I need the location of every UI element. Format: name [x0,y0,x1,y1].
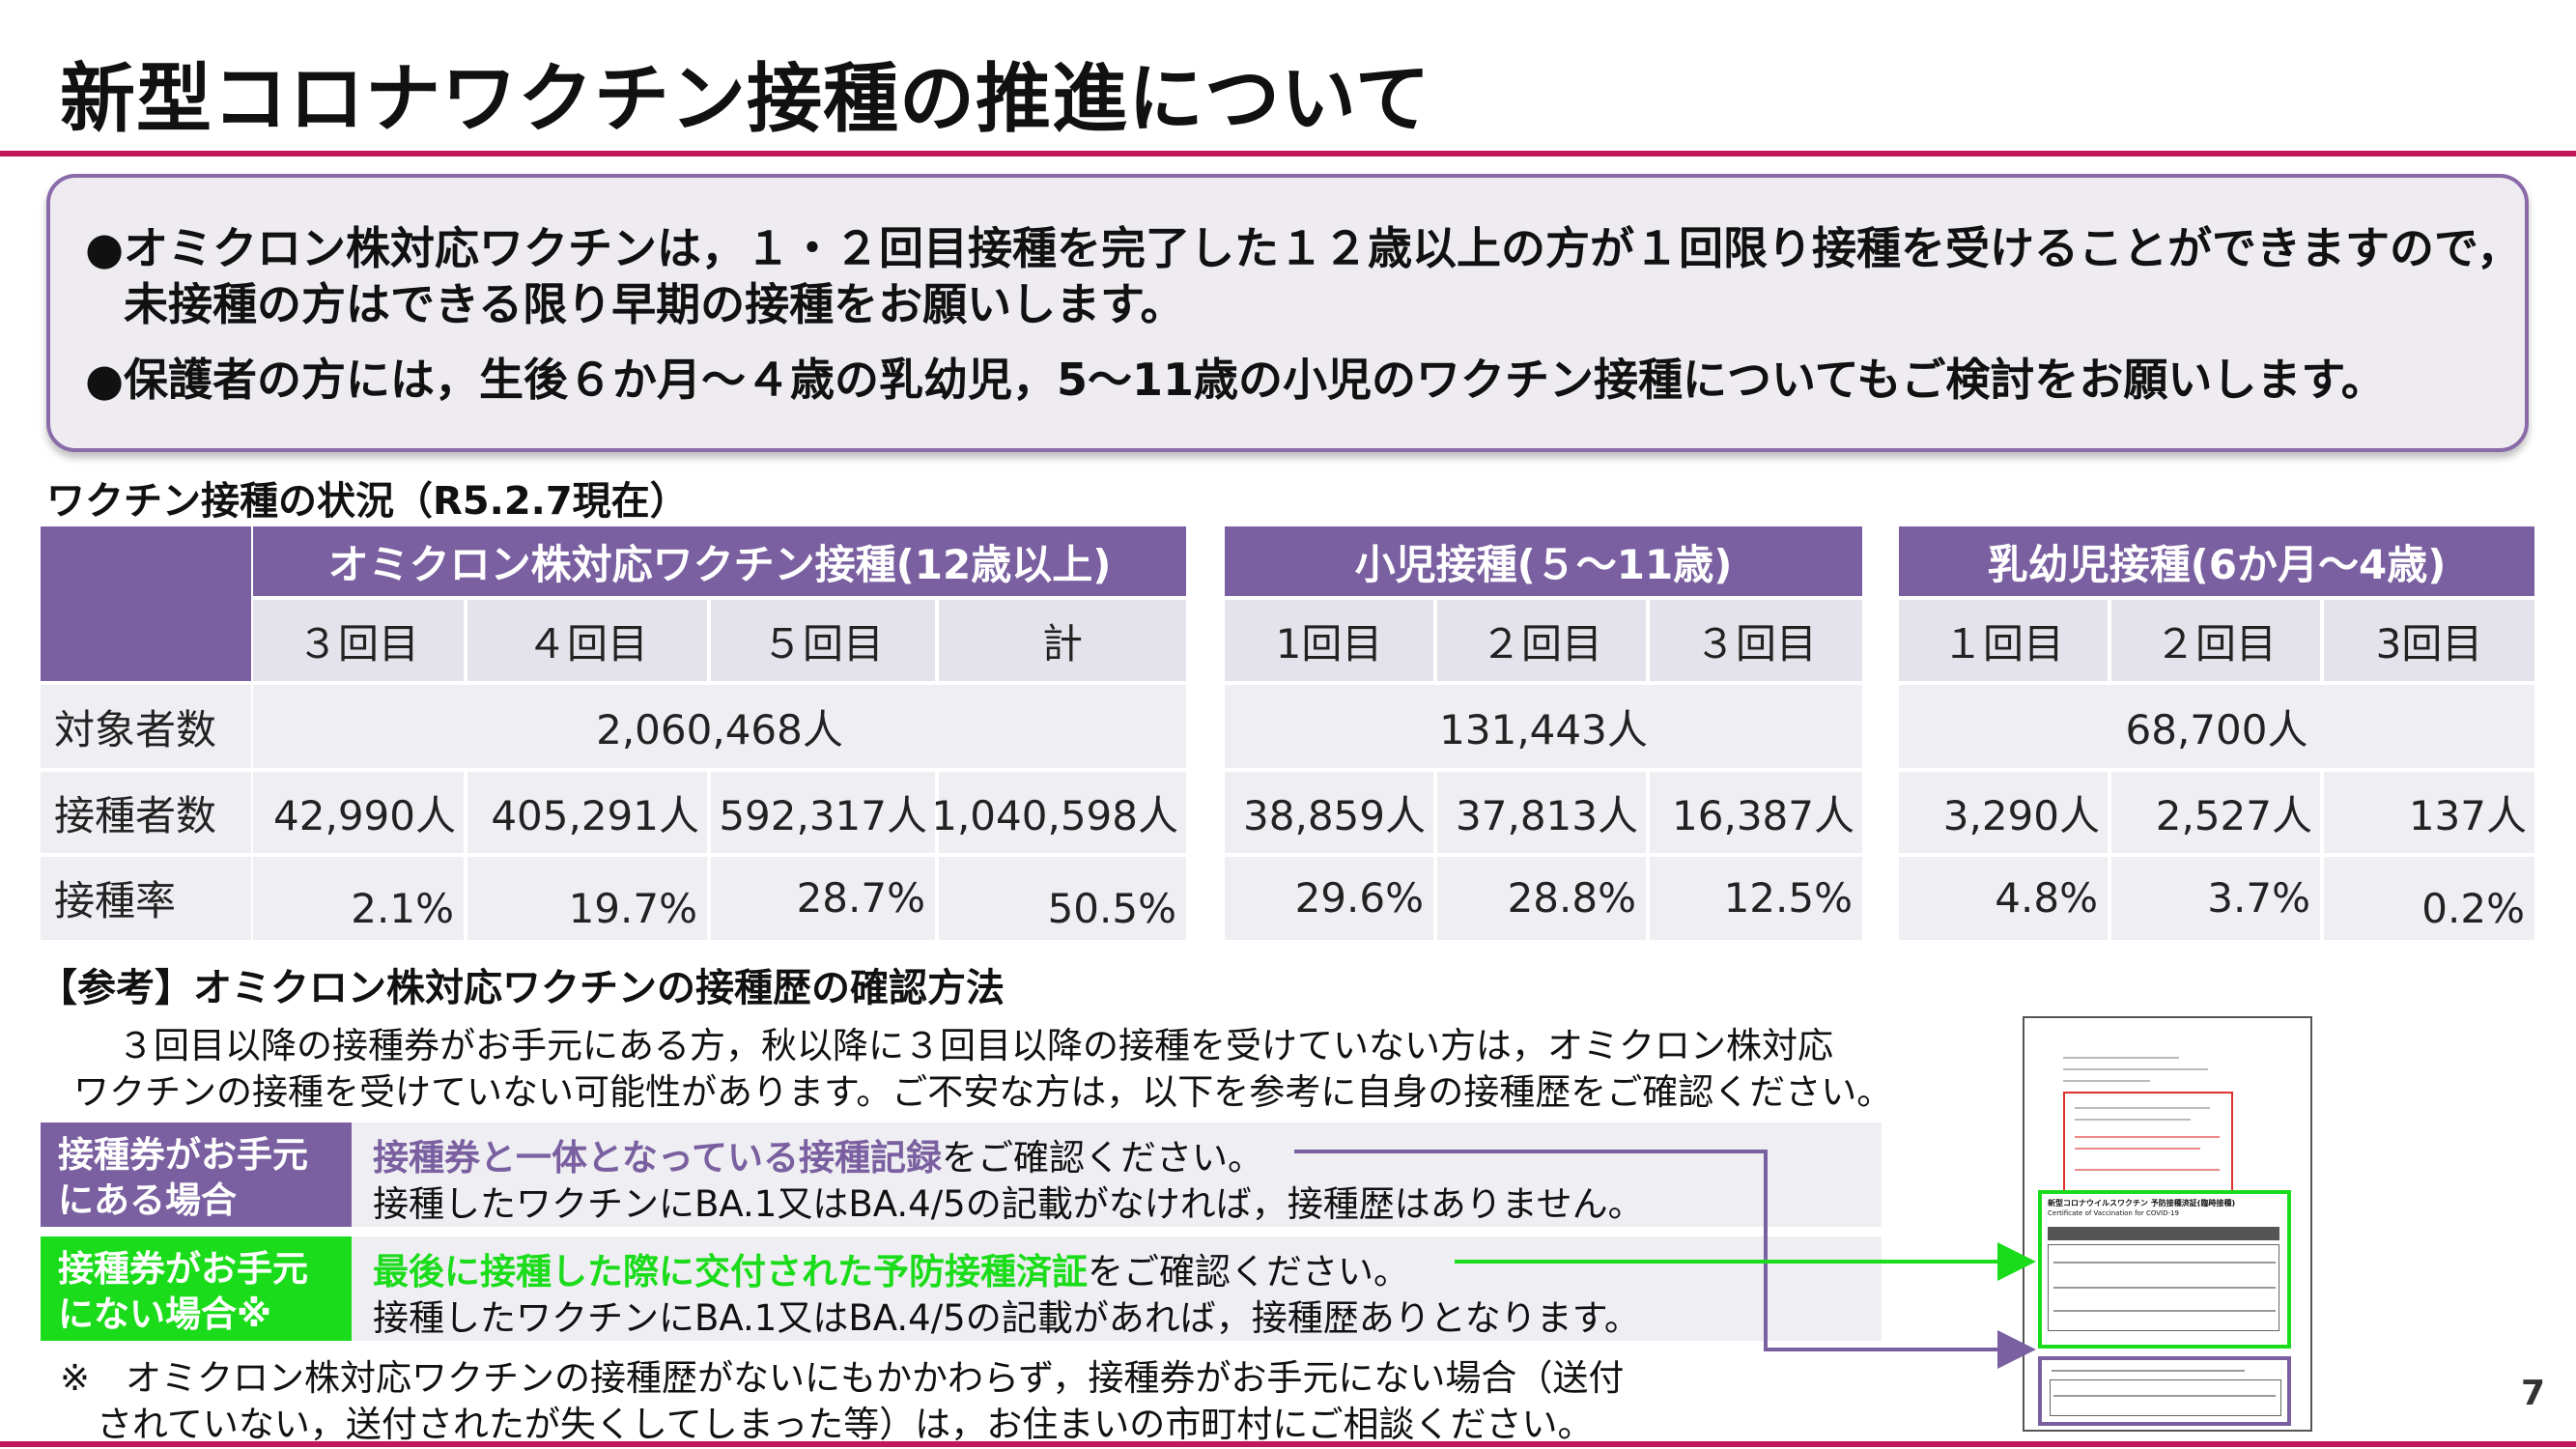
table-corner [41,526,251,681]
row-label-rate: 接種率 [41,857,251,940]
col-header: 1回目 [1225,600,1433,681]
reference-intro-1: ３回目以降の接種券がお手元にある方，秋以降に３回目以降の接種を受けていない方は，… [118,1025,1833,1066]
col-header: ３回目 [1650,600,1862,681]
case2-line2: 接種したワクチンにBA.1又はBA.4/5の記載があれば，接種歴ありとなります。 [373,1297,1640,1339]
rate-cell: 29.6% [1225,857,1433,940]
notice-bullet-2: ●保護者の方には，生後６か月～４歳の乳幼児，5～11歳の小児のワクチン接種につい… [85,354,2386,406]
rate-cell: 3.7% [2111,857,2320,940]
certificate-thumbnail: 新型コロナウイルスワクチン 予防接種済証(臨時接種) Certificate o… [2023,1016,2312,1432]
vaccinated-cell: 37,813人 [1437,772,1646,853]
case2-highlight: 最後に接種した際に交付された予防接種済証 [373,1251,1088,1293]
vaccinated-cell: 3,290人 [1899,772,2108,853]
vaccination-certificate: 新型コロナウイルスワクチン 予防接種済証(臨時接種) Certificate o… [2038,1190,2291,1349]
status-heading: ワクチン接種の状況（R5.2.7現在） [46,479,689,524]
rate-cell: 28.7% [711,857,935,940]
col-header: １回目 [1899,600,2108,681]
bottom-divider [0,1441,2576,1447]
vaccinated-cell: 405,291人 [467,772,707,853]
target-omicron: 2,060,468人 [253,685,1186,768]
col-header: ２回目 [2111,600,2320,681]
reference-heading: 【参考】オミクロン株対応ワクチンの接種歴の確認方法 [39,966,1005,1010]
vaccinated-cell: 42,990人 [253,772,464,853]
col-header: 計 [939,600,1186,681]
case1-highlight: 接種券と一体となっている接種記録 [373,1137,943,1179]
vaccinated-cell: 137人 [2324,772,2534,853]
vaccinated-cell: 592,317人 [711,772,935,853]
notice-bullet-1: ●オミクロン株対応ワクチンは，１・２回目接種を完了した１２歳以上の方が１回限り接… [85,222,2522,274]
group-header-infant: 乳幼児接種(6か月～4歳) [1899,526,2534,596]
case1-line2: 接種したワクチンにBA.1又はBA.4/5の記載がなければ，接種歴はありません。 [373,1183,1644,1225]
rate-cell: 12.5% [1650,857,1862,940]
notice-bullet-1-cont: 未接種の方はできる限り早期の接種をお願いします。 [124,278,1185,330]
col-header: ５回目 [711,600,935,681]
rate-cell: 50.5% [939,857,1186,940]
target-child: 131,443人 [1225,685,1862,768]
case1-label: 接種券がお手元 にある場合 [41,1122,352,1227]
arrow-to-ticket-record [1294,1150,2036,1369]
vaccinated-cell: 38,859人 [1225,772,1433,853]
page-title: 新型コロナワクチン接種の推進について [60,56,1431,143]
rate-cell: 28.8% [1437,857,1646,940]
vaccinated-cell: 16,387人 [1650,772,1862,853]
col-header: ４回目 [467,600,707,681]
group-header-child: 小児接種(５～11歳) [1225,526,1862,596]
note-line-1: ※ オミクロン株対応ワクチンの接種歴がないにもかかわらず，接種券がお手元にない場… [60,1357,1625,1399]
target-infant: 68,700人 [1899,685,2534,768]
case1-line1: 接種券と一体となっている接種記録をご確認ください。 [373,1137,1264,1179]
rate-cell: 4.8% [1899,857,2108,940]
col-header: ３回目 [253,600,464,681]
reference-intro-2: ワクチンの接種を受けていない可能性があります。ご不安な方は，以下を参考に自身の接… [73,1071,1893,1113]
page-number: 7 [2521,1374,2546,1413]
rate-cell: 0.2% [2324,857,2534,940]
col-header: 3回目 [2324,600,2534,681]
title-divider [0,151,2576,156]
rate-cell: 2.1% [253,857,464,940]
col-header: ２回目 [1437,600,1646,681]
group-header-omicron: オミクロン株対応ワクチン接種(12歳以上) [253,526,1186,596]
vaccinated-cell: 2,527人 [2111,772,2320,853]
rate-cell: 19.7% [467,857,707,940]
row-label-vaccinated: 接種者数 [41,772,251,853]
note-line-2: されていない，送付されたが失くしてしまった等）は，お住まいの市町村にご相談くださ… [97,1404,1594,1445]
row-label-target: 対象者数 [41,685,251,768]
vaccinated-cell: 1,040,598人 [931,772,1186,853]
case2-label: 接種券がお手元 にない場合※ [41,1236,352,1341]
notice-box: ●オミクロン株対応ワクチンは，１・２回目接種を完了した１２歳以上の方が１回限り接… [46,174,2529,452]
case2-line1: 最後に接種した際に交付された予防接種済証をご確認ください。 [373,1251,1409,1293]
ticket-record [2038,1356,2291,1426]
